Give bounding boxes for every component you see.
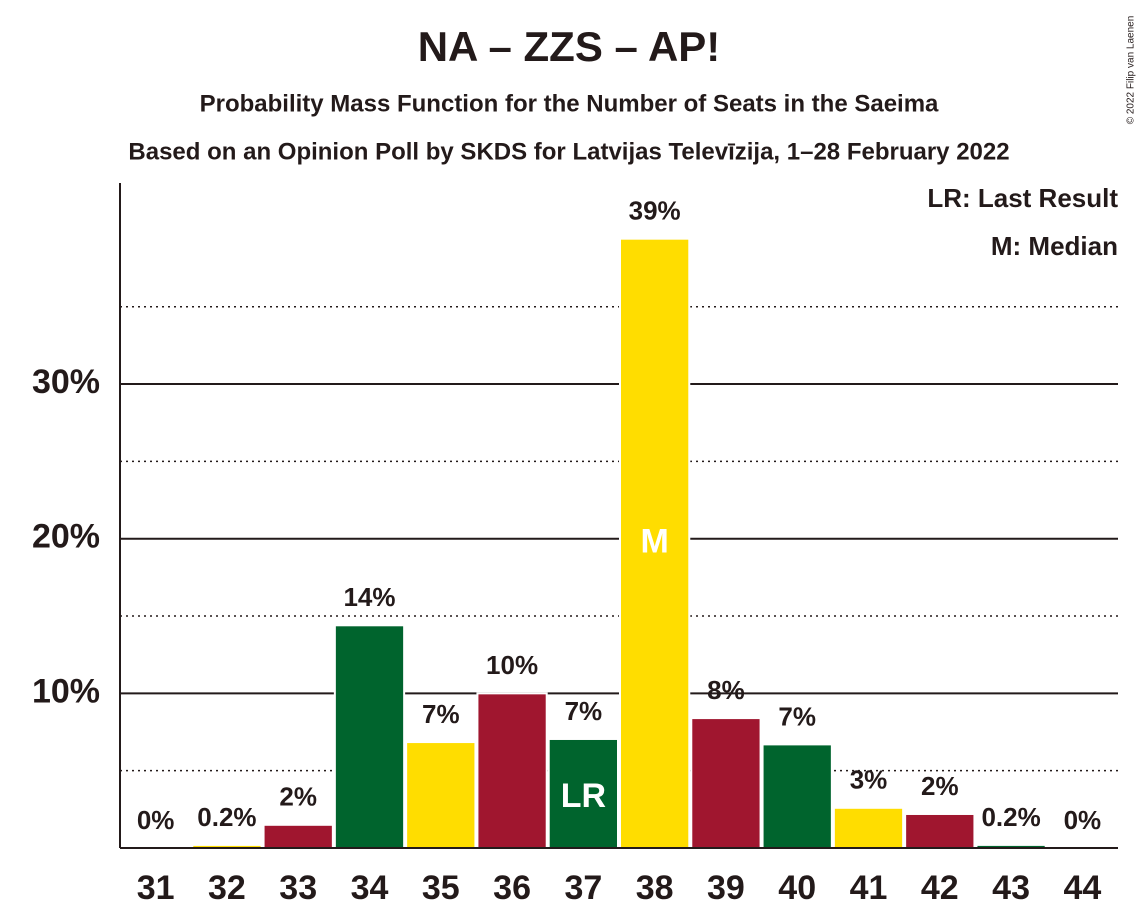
- value-label: 39%: [629, 196, 681, 226]
- value-label: 7%: [565, 696, 603, 726]
- legend-entry: LR: Last Result: [927, 183, 1118, 213]
- grid: [120, 305, 1118, 772]
- x-tick-label: 40: [778, 869, 816, 907]
- value-label: 14%: [343, 582, 395, 612]
- bar: [619, 237, 691, 849]
- bar: [904, 812, 976, 849]
- x-tick-label: 39: [707, 869, 745, 907]
- chart-subtitle: Probability Mass Function for the Number…: [200, 90, 939, 117]
- x-tick-label: 43: [992, 869, 1030, 907]
- chart-subtitle: Based on an Opinion Poll by SKDS for Lat…: [128, 138, 1009, 165]
- value-label: 2%: [921, 771, 959, 801]
- value-label: 3%: [850, 765, 888, 795]
- legend-entry: M: Median: [991, 231, 1118, 261]
- value-label: 8%: [707, 675, 745, 705]
- bar-annotation: M: [640, 522, 668, 560]
- x-tick-label: 32: [208, 869, 246, 907]
- bars: [191, 237, 1047, 850]
- y-tick-label: 10%: [32, 672, 100, 710]
- bar: [476, 692, 548, 849]
- x-tick-label: 42: [921, 869, 959, 907]
- x-tick-label: 36: [493, 869, 531, 907]
- copyright: © 2022 Filip van Laenen: [1126, 16, 1137, 125]
- bar: [333, 624, 406, 849]
- value-label: 10%: [486, 650, 538, 680]
- x-tick-label: 31: [137, 869, 175, 907]
- x-tick-label: 44: [1063, 869, 1101, 907]
- x-tick-label: 34: [351, 869, 389, 907]
- labels: 10% 20% 30% 31 0% 32 0.2% 33 2% 34 14% 35 7% 36 10% 37 7…: [32, 183, 1118, 907]
- value-label: 0.2%: [981, 802, 1040, 832]
- bar-annotation: LR: [561, 777, 606, 815]
- bar: [832, 806, 905, 850]
- chart-title: NA – ZZS – AP!: [418, 23, 721, 70]
- x-tick-label: 38: [636, 869, 674, 907]
- value-label: 0%: [137, 805, 175, 835]
- value-label: 2%: [279, 782, 317, 812]
- x-tick-label: 41: [850, 869, 888, 907]
- y-tick-label: 20%: [32, 518, 100, 556]
- bar: [405, 741, 477, 850]
- x-tick-label: 35: [422, 869, 460, 907]
- y-tick-label: 30%: [32, 363, 100, 401]
- value-label: 7%: [778, 701, 816, 731]
- bar: [761, 743, 833, 850]
- value-label: 0.2%: [197, 802, 256, 832]
- value-label: 0%: [1064, 805, 1102, 835]
- bar: [690, 717, 762, 849]
- value-label: 7%: [422, 699, 460, 729]
- x-tick-label: 33: [279, 869, 317, 907]
- x-tick-label: 37: [564, 869, 602, 907]
- bar: [262, 823, 334, 849]
